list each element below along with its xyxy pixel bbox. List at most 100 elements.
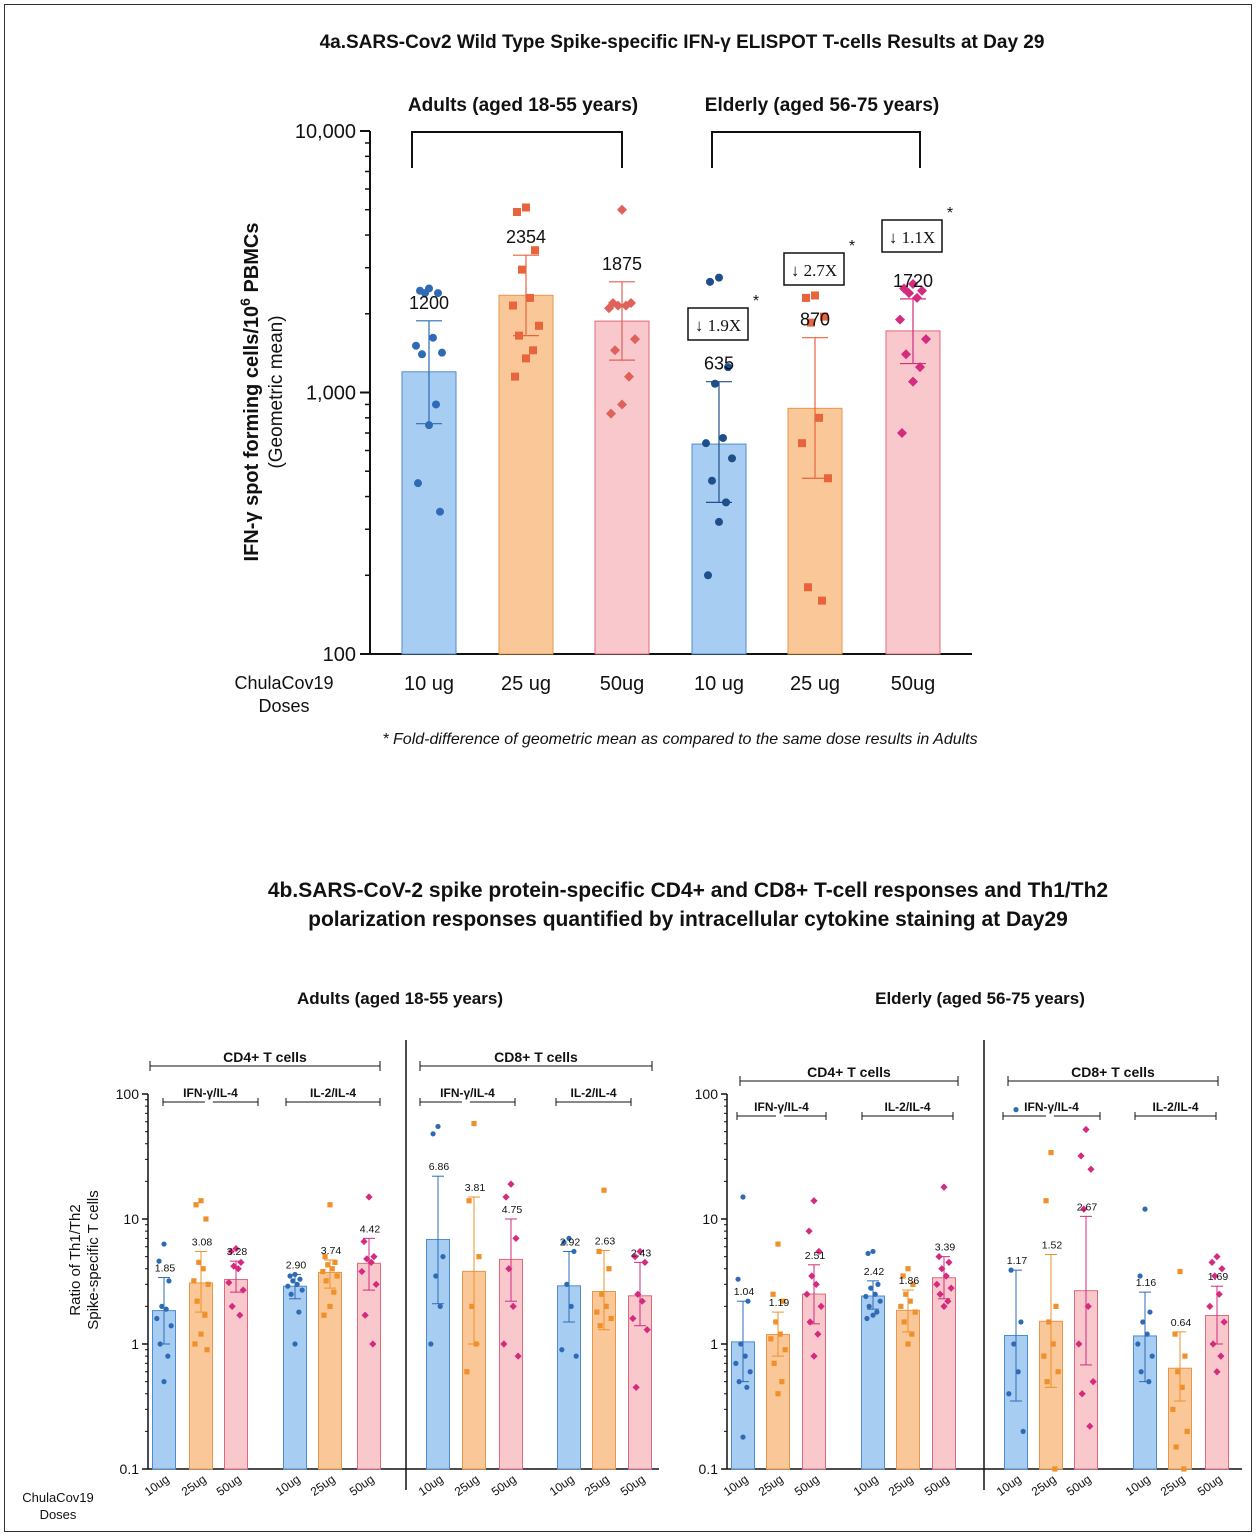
- data-point: [900, 1273, 906, 1279]
- data-point: [870, 1248, 876, 1255]
- data-point: [875, 1281, 881, 1287]
- y-tick-label: 0.1: [699, 1461, 719, 1477]
- data-point: [606, 408, 616, 419]
- data-point: [638, 1297, 646, 1305]
- bar: [357, 1262, 381, 1470]
- data-point: [1048, 1149, 1054, 1156]
- fold-change-label: ↓ 1.9X: [695, 316, 741, 335]
- data-point: [438, 348, 446, 357]
- data-point: [744, 1384, 750, 1390]
- data-point: [630, 334, 640, 345]
- data-point: [161, 1241, 167, 1247]
- data-point: [292, 1341, 298, 1347]
- data-point: [358, 1267, 366, 1276]
- data-point: [323, 1278, 329, 1284]
- ratio-label: IL-2/IL-4: [1152, 1100, 1198, 1114]
- data-point: [1220, 1318, 1228, 1326]
- data-point: [360, 1237, 368, 1246]
- data-point: [566, 1235, 572, 1241]
- data-point: [414, 479, 422, 488]
- data-point: [1206, 1302, 1214, 1310]
- data-point: [509, 1302, 517, 1310]
- data-point: [780, 1298, 786, 1304]
- data-point: [1052, 1466, 1058, 1472]
- data-point: [864, 1315, 870, 1322]
- data-point: [1177, 1268, 1183, 1275]
- data-point: [198, 1198, 204, 1204]
- data-point: [1218, 1265, 1226, 1273]
- data-point: [773, 1319, 779, 1325]
- bar-value-label: 3.28: [227, 1246, 248, 1258]
- bar-value-label: 1.19: [769, 1297, 790, 1309]
- data-point: [285, 1283, 291, 1289]
- data-point: [320, 1268, 326, 1275]
- cell-type-label: CD4+ T cells: [807, 1064, 891, 1080]
- fold-change-box: [783, 252, 845, 286]
- data-point: [437, 1303, 443, 1309]
- data-point: [1078, 1390, 1086, 1398]
- cell-type-label: CD8+ T cells: [1071, 1064, 1155, 1080]
- chart-b-xlabel-2: Doses: [40, 1507, 77, 1522]
- cell-type-label: CD8+ T cells: [494, 1049, 578, 1065]
- data-point: [735, 1276, 741, 1282]
- cell-type-label: CD4+ T cells: [223, 1049, 307, 1065]
- bar-value-label: 2354: [506, 227, 546, 247]
- bar: [283, 1285, 307, 1470]
- data-point: [775, 1241, 781, 1247]
- data-point: [1077, 1152, 1085, 1160]
- data-point: [610, 345, 620, 356]
- data-point: [636, 1247, 644, 1256]
- bar-value-label: 2.43: [631, 1247, 652, 1259]
- data-point: [327, 1303, 333, 1309]
- data-point: [779, 1379, 785, 1385]
- bar: [896, 1309, 920, 1470]
- data-point: [722, 498, 730, 507]
- data-point: [1043, 1198, 1049, 1204]
- data-point: [165, 1353, 171, 1359]
- data-point: [370, 1253, 378, 1261]
- bar-value-label: 4.75: [502, 1204, 523, 1216]
- data-point: [1020, 1428, 1026, 1434]
- data-point: [1142, 1206, 1148, 1212]
- data-point: [912, 1309, 918, 1315]
- bar-value-label: 1.04: [734, 1286, 755, 1298]
- data-point: [236, 1311, 244, 1319]
- bar-value-label: 6.86: [429, 1161, 450, 1173]
- data-point: [770, 1291, 776, 1297]
- bar: [861, 1295, 885, 1470]
- data-point: [641, 1258, 649, 1266]
- data-point: [807, 318, 815, 327]
- data-point: [736, 1379, 742, 1385]
- y-tick-label: 1: [710, 1336, 718, 1352]
- bar-value-label: 1875: [602, 254, 642, 274]
- data-point: [529, 346, 537, 355]
- data-point: [904, 288, 914, 299]
- panel-elderly: 0.1 1 10 100 CD4+ T cells IFN-γ/IL-4 1.04 10ug 1…: [695, 1040, 1242, 1499]
- data-point: [225, 1278, 233, 1287]
- data-point: [624, 371, 634, 382]
- data-point: [430, 1131, 436, 1137]
- chart-b-ylabel-1: Ratio of Th1/Th2: [67, 1204, 84, 1315]
- svg-text:IFN-γ spot forming cells/106 P: IFN-γ spot forming cells/106 PBMCs: [237, 223, 263, 562]
- data-point: [418, 350, 426, 359]
- chart-b-xlabel-1: ChulaCov19: [22, 1490, 94, 1505]
- data-point: [708, 476, 716, 485]
- y-tick-label: 10: [702, 1211, 718, 1227]
- y-tick-label: 10: [123, 1211, 139, 1227]
- y-tick-label: 100: [323, 644, 356, 666]
- data-point: [1055, 1369, 1061, 1375]
- fold-change-box: [881, 219, 943, 253]
- data-point: [706, 277, 714, 286]
- data-point: [473, 1341, 479, 1347]
- data-point: [771, 1360, 777, 1366]
- bar-value-label: 4.42: [360, 1223, 381, 1235]
- bar-value-label: 1.86: [899, 1275, 920, 1287]
- data-point: [294, 1281, 300, 1287]
- data-point: [571, 1248, 577, 1255]
- ylabel-sub: (Geometric mean): [266, 315, 287, 468]
- data-point: [464, 1369, 470, 1375]
- chart-b-title-2: polarization responses quantified by int…: [308, 908, 1068, 931]
- data-point: [724, 363, 732, 372]
- data-point: [747, 1369, 753, 1375]
